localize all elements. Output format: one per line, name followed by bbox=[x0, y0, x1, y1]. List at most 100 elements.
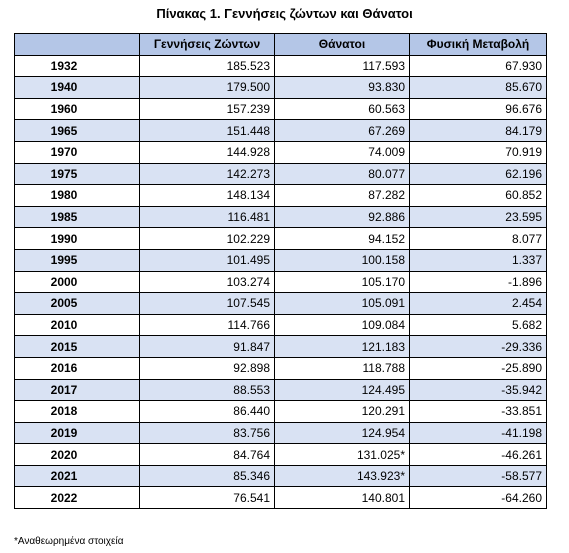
value-cell: 2.454 bbox=[409, 292, 547, 315]
year-cell: 1932 bbox=[14, 54, 140, 78]
table-row: 2017 88.553 124.495 -35.942 bbox=[14, 378, 547, 402]
table-row: 2010 114.766 109.084 5.682 bbox=[14, 313, 547, 337]
value-cell: 70.919 bbox=[409, 140, 547, 164]
table-row: 1932 185.523 117.593 67.930 bbox=[14, 54, 547, 78]
value-cell: 80.077 bbox=[274, 162, 410, 186]
table-row: 1965 151.448 67.269 84.179 bbox=[14, 119, 547, 142]
table-row: 1960 157.239 60.563 96.676 bbox=[14, 97, 547, 121]
value-cell: 142.273 bbox=[139, 162, 275, 186]
table-row: 2021 85.346 143.923* -58.577 bbox=[14, 464, 547, 488]
value-cell: 185.523 bbox=[139, 54, 275, 78]
header-cell: Φυσική Μεταβολή bbox=[409, 33, 547, 56]
value-cell: 91.847 bbox=[139, 335, 275, 358]
value-cell: 118.788 bbox=[274, 356, 410, 380]
table-row: 1970 144.928 74.009 70.919 bbox=[14, 140, 547, 164]
table-title: Πίνακας 1. Γεννήσεις ζώντων και Θάνατοι bbox=[156, 6, 413, 21]
year-cell: 2000 bbox=[14, 270, 140, 294]
table-row: 1985 116.481 92.886 23.595 bbox=[14, 205, 547, 229]
value-cell: 157.239 bbox=[139, 97, 275, 121]
value-cell: 85.670 bbox=[409, 76, 547, 99]
value-cell: 74.009 bbox=[274, 140, 410, 164]
value-cell: 83.756 bbox=[139, 421, 275, 445]
value-cell: 121.183 bbox=[274, 335, 410, 358]
table-row: 1940 179.500 93.830 85.670 bbox=[14, 76, 547, 99]
year-cell: 2018 bbox=[14, 400, 140, 423]
value-cell: 117.593 bbox=[274, 54, 410, 78]
value-cell: 67.269 bbox=[274, 119, 410, 142]
year-cell: 1940 bbox=[14, 76, 140, 99]
value-cell: 92.898 bbox=[139, 356, 275, 380]
value-cell: 101.495 bbox=[139, 248, 275, 272]
value-cell: -1.896 bbox=[409, 270, 547, 294]
value-cell: -25.890 bbox=[409, 356, 547, 380]
value-cell: 84.764 bbox=[139, 443, 275, 466]
value-cell: -35.942 bbox=[409, 378, 547, 402]
table-row: 2022 76.541 140.801 -64.260 bbox=[14, 486, 547, 510]
value-cell: 116.481 bbox=[139, 205, 275, 229]
table-row: 2020 84.764 131.025* -46.261 bbox=[14, 443, 547, 466]
value-cell: 103.274 bbox=[139, 270, 275, 294]
year-cell: 1960 bbox=[14, 97, 140, 121]
header-cell: Θάνατοι bbox=[274, 33, 410, 56]
year-cell: 2019 bbox=[14, 421, 140, 445]
header-row: Γεννήσεις Ζώντων Θάνατοι Φυσική Μεταβολή bbox=[14, 33, 547, 56]
value-cell: 62.196 bbox=[409, 162, 547, 186]
year-cell: 1995 bbox=[14, 248, 140, 272]
table-row: 1980 148.134 87.282 60.852 bbox=[14, 184, 547, 207]
value-cell: 100.158 bbox=[274, 248, 410, 272]
year-cell: 2015 bbox=[14, 335, 140, 358]
table-row: 2018 86.440 120.291 -33.851 bbox=[14, 400, 547, 423]
table-row: 2000 103.274 105.170 -1.896 bbox=[14, 270, 547, 294]
year-cell: 1965 bbox=[14, 119, 140, 142]
year-cell: 2010 bbox=[14, 313, 140, 337]
value-cell: 124.954 bbox=[274, 421, 410, 445]
value-cell: 124.495 bbox=[274, 378, 410, 402]
value-cell: 114.766 bbox=[139, 313, 275, 337]
year-cell: 2005 bbox=[14, 292, 140, 315]
table-row: 2005 107.545 105.091 2.454 bbox=[14, 292, 547, 315]
value-cell: 144.928 bbox=[139, 140, 275, 164]
table-row: 1990 102.229 94.152 8.077 bbox=[14, 227, 547, 250]
value-cell: 8.077 bbox=[409, 227, 547, 250]
value-cell: -64.260 bbox=[409, 486, 547, 510]
footnote: *Αναθεωρημένα στοιχεία bbox=[14, 536, 124, 547]
value-cell: 148.134 bbox=[139, 184, 275, 207]
year-cell: 2021 bbox=[14, 464, 140, 488]
value-cell: 109.084 bbox=[274, 313, 410, 337]
year-cell: 1985 bbox=[14, 205, 140, 229]
year-cell: 1970 bbox=[14, 140, 140, 164]
value-cell: 151.448 bbox=[139, 119, 275, 142]
value-cell: 84.179 bbox=[409, 119, 547, 142]
table-row: 1975 142.273 80.077 62.196 bbox=[14, 162, 547, 186]
value-cell: 143.923* bbox=[274, 464, 410, 488]
value-cell: 120.291 bbox=[274, 400, 410, 423]
value-cell: 140.801 bbox=[274, 486, 410, 510]
value-cell: 86.440 bbox=[139, 400, 275, 423]
value-cell: 85.346 bbox=[139, 464, 275, 488]
value-cell: 92.886 bbox=[274, 205, 410, 229]
year-cell: 1975 bbox=[14, 162, 140, 186]
value-cell: -33.851 bbox=[409, 400, 547, 423]
value-cell: 107.545 bbox=[139, 292, 275, 315]
value-cell: 94.152 bbox=[274, 227, 410, 250]
data-table: Γεννήσεις Ζώντων Θάνατοι Φυσική Μεταβολή 1… bbox=[14, 33, 547, 510]
value-cell: 96.676 bbox=[409, 97, 547, 121]
value-cell: 105.170 bbox=[274, 270, 410, 294]
value-cell: 1.337 bbox=[409, 248, 547, 272]
year-cell: 2022 bbox=[14, 486, 140, 510]
year-cell: 2020 bbox=[14, 443, 140, 466]
value-cell: 93.830 bbox=[274, 76, 410, 99]
value-cell: 102.229 bbox=[139, 227, 275, 250]
value-cell: 76.541 bbox=[139, 486, 275, 510]
year-cell: 2017 bbox=[14, 378, 140, 402]
value-cell: -41.198 bbox=[409, 421, 547, 445]
value-cell: 88.553 bbox=[139, 378, 275, 402]
value-cell: 60.852 bbox=[409, 184, 547, 207]
year-cell: 1990 bbox=[14, 227, 140, 250]
value-cell: 105.091 bbox=[274, 292, 410, 315]
value-cell: 67.930 bbox=[409, 54, 547, 78]
value-cell: -58.577 bbox=[409, 464, 547, 488]
table-row: 2016 92.898 118.788 -25.890 bbox=[14, 356, 547, 380]
header-cell: Γεννήσεις Ζώντων bbox=[139, 33, 275, 56]
